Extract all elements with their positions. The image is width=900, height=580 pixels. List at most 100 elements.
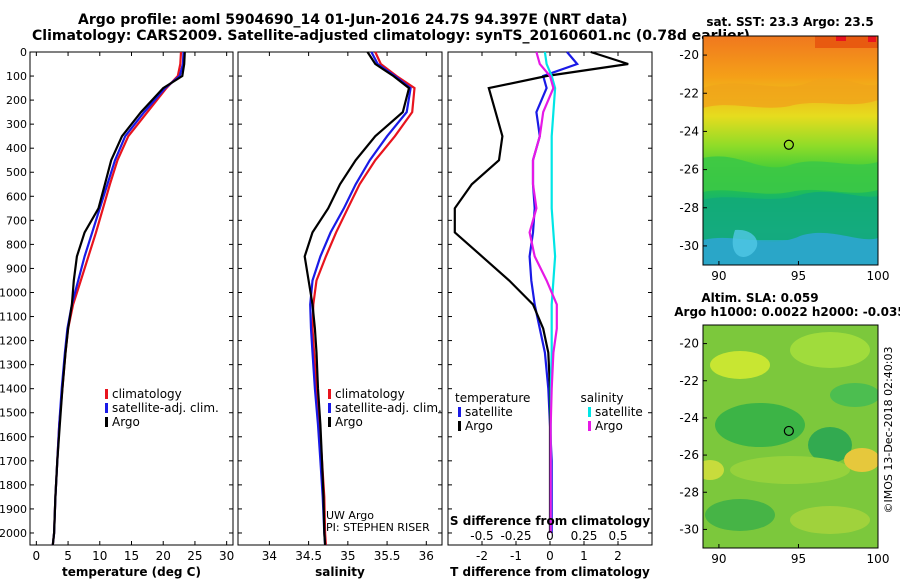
depth-tick-label: 1600 bbox=[0, 431, 27, 444]
difference-top-xlabel: S difference from climatology bbox=[450, 514, 650, 528]
salinity-legend-label: climatology bbox=[335, 387, 405, 401]
difference-legend-label: satellite bbox=[595, 405, 643, 419]
difference-xtick-label: 1 bbox=[580, 549, 588, 563]
difference-xtick-label: 0 bbox=[546, 549, 554, 563]
difference-legend-label: Argo bbox=[465, 419, 493, 433]
depth-tick-label: 200 bbox=[6, 94, 27, 107]
sla-map-ytick-label: -20 bbox=[679, 337, 699, 351]
depth-tick-label: 1300 bbox=[0, 359, 27, 372]
salinity-xlabel: salinity bbox=[315, 565, 365, 579]
depth-tick-label: 2000 bbox=[0, 527, 27, 540]
difference-legend-label: satellite bbox=[465, 405, 513, 419]
salinity-xtick-label: 35 bbox=[340, 549, 355, 563]
difference-legend-marker bbox=[458, 407, 461, 417]
depth-tick-label: 1200 bbox=[0, 335, 27, 348]
sst-map-xtick-label: 90 bbox=[711, 269, 726, 283]
temperature-xtick-label: 20 bbox=[156, 549, 171, 563]
salinity-xtick-label: 35.5 bbox=[374, 549, 401, 563]
temperature-xtick-label: 10 bbox=[92, 549, 107, 563]
salinity-legend-label: satellite-adj. clim. bbox=[335, 401, 442, 415]
sst-map-ytick-label: -28 bbox=[679, 201, 699, 215]
sst-map-ytick-label: -20 bbox=[679, 48, 699, 62]
depth-tick-label: 500 bbox=[6, 166, 27, 179]
depth-tick-label: 1400 bbox=[0, 383, 27, 396]
depth-tick-label: 800 bbox=[6, 238, 27, 251]
depth-tick-label: 1700 bbox=[0, 455, 27, 468]
difference-xtick-label: -2 bbox=[476, 549, 488, 563]
sst-map-argo-marker bbox=[783, 139, 794, 150]
depth-tick-label: 1800 bbox=[0, 479, 27, 492]
temperature-legend-marker bbox=[105, 403, 108, 413]
salinity-xtick-label: 34 bbox=[262, 549, 277, 563]
difference-top-xtick-label: -0.5 bbox=[470, 529, 493, 543]
depth-tick-label: 100 bbox=[6, 70, 27, 83]
plot-panels: 0100200300400500600700800900100011001200… bbox=[0, 46, 653, 579]
sla-map-xtick-label: 100 bbox=[867, 552, 890, 566]
depth-tick-label: 300 bbox=[6, 118, 27, 131]
salinity-series-satellite-adj-clim- bbox=[309, 51, 412, 546]
salinity-xtick-label: 34.5 bbox=[295, 549, 322, 563]
sla-map-xtick-label: 90 bbox=[711, 552, 726, 566]
salinity-axes-box bbox=[237, 51, 443, 546]
salinity-annotation: PI: STEPHEN RISER bbox=[326, 521, 430, 534]
sst-map-ytick-label: -30 bbox=[679, 239, 699, 253]
sst-map-xtick-label: 100 bbox=[867, 269, 890, 283]
depth-tick-label: 0 bbox=[20, 46, 27, 59]
temperature-legend-label: Argo bbox=[112, 415, 140, 429]
temperature-xtick-label: 30 bbox=[219, 549, 234, 563]
sst-map-ytick-label: -22 bbox=[679, 86, 699, 100]
sla-map-subtitle: Argo h1000: 0.0022 h2000: -0.035 bbox=[674, 305, 900, 319]
salinity-legend-label: Argo bbox=[335, 415, 363, 429]
depth-tick-label: 600 bbox=[6, 190, 27, 203]
difference-legend-label: Argo bbox=[595, 419, 623, 433]
difference-series-salinity-argo bbox=[528, 51, 558, 533]
difference-legend-marker bbox=[588, 421, 591, 431]
sla-map-xtick-label: 95 bbox=[791, 552, 806, 566]
difference-xtick-label: -1 bbox=[510, 549, 522, 563]
difference-top-xtick-label: 0 bbox=[546, 529, 554, 543]
salinity-xtick-label: 36 bbox=[419, 549, 434, 563]
salinity-series-climatology bbox=[311, 51, 416, 546]
salinity-annotation: UW Argo bbox=[326, 509, 374, 522]
figure-title-line1: Argo profile: aoml 5904690_14 01-Jun-201… bbox=[78, 12, 628, 28]
temperature-legend-label: climatology bbox=[112, 387, 182, 401]
difference-legend-marker bbox=[458, 421, 461, 431]
depth-tick-label: 400 bbox=[6, 142, 27, 155]
difference-xlabel: T difference from climatology bbox=[450, 565, 650, 579]
temperature-xlabel: temperature (deg C) bbox=[62, 565, 201, 579]
temperature-series-argo bbox=[51, 51, 186, 546]
depth-tick-label: 700 bbox=[6, 214, 27, 227]
sla-map-title: Altim. SLA: 0.059 bbox=[701, 291, 818, 305]
difference-top-xtick-label: 0.5 bbox=[608, 529, 627, 543]
sla-map: Altim. SLA: 0.059 Argo h1000: 0.0022 h20… bbox=[674, 291, 900, 566]
temperature-legend-marker bbox=[105, 417, 108, 427]
salinity-series-argo bbox=[303, 51, 411, 546]
depth-tick-label: 1100 bbox=[0, 311, 27, 324]
sla-map-ytick-label: -24 bbox=[679, 411, 699, 425]
temperature-xtick-label: 5 bbox=[64, 549, 72, 563]
depth-tick-label: 1900 bbox=[0, 503, 27, 516]
temperature-xtick-label: 0 bbox=[33, 549, 41, 563]
difference-xtick-label: 2 bbox=[614, 549, 622, 563]
sst-map-xtick-label: 95 bbox=[791, 269, 806, 283]
sla-map-ytick-label: -22 bbox=[679, 374, 699, 388]
sla-map-argo-marker bbox=[783, 425, 794, 437]
difference-top-xtick-label: 0.25 bbox=[571, 529, 598, 543]
depth-tick-label: 1500 bbox=[0, 407, 27, 420]
sst-map-title: sat. SST: 23.3 Argo: 23.5 bbox=[706, 15, 873, 29]
depth-tick-label: 1000 bbox=[0, 286, 27, 299]
sla-map-ytick-label: -26 bbox=[679, 448, 699, 462]
sst-map: sat. SST: 23.3 Argo: 23.5 90 95 100 -20 -22 -… bbox=[679, 15, 889, 283]
salinity-legend-marker bbox=[328, 389, 331, 399]
temperature-legend-marker bbox=[105, 389, 108, 399]
difference-legend-title-salinity: salinity bbox=[580, 391, 623, 405]
salinity-legend-marker bbox=[328, 403, 331, 413]
sst-map-ytick-label: -26 bbox=[679, 163, 699, 177]
difference-legend-marker bbox=[588, 407, 591, 417]
sla-map-ytick-label: -28 bbox=[679, 485, 699, 499]
difference-top-xtick-label: -0.25 bbox=[500, 529, 531, 543]
sla-map-ytick-label: -30 bbox=[679, 522, 699, 536]
sst-map-image bbox=[703, 36, 878, 265]
sla-map-image bbox=[703, 325, 878, 548]
